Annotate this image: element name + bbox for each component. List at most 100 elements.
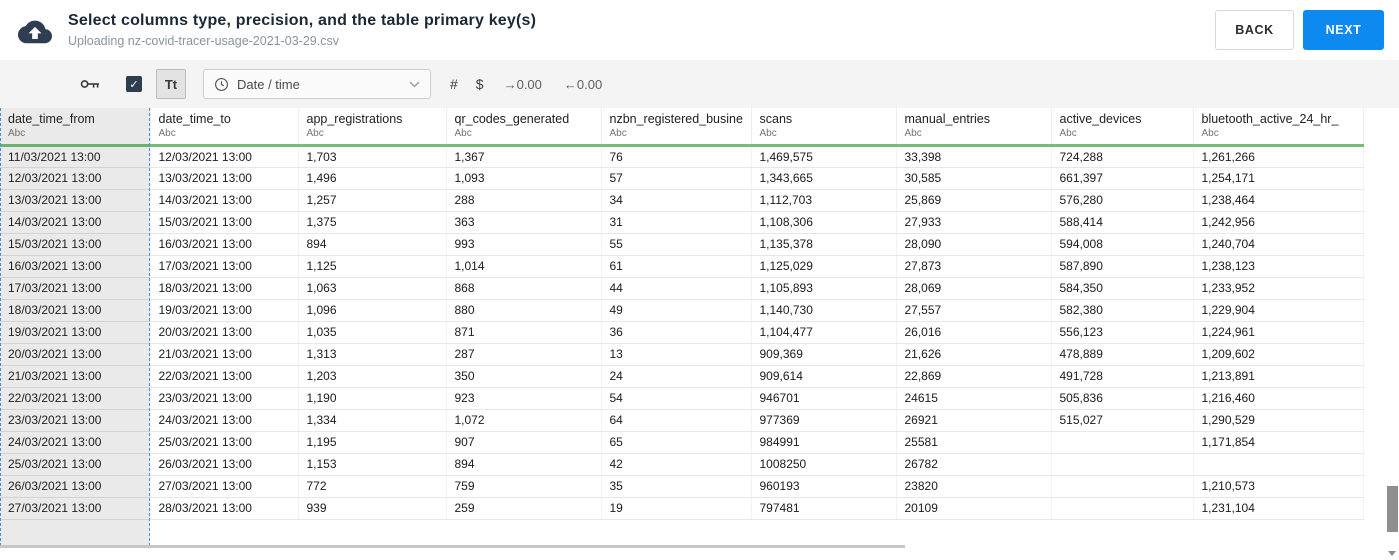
cell[interactable]: 909,614 [751, 365, 897, 388]
cell[interactable]: 584,350 [1051, 277, 1194, 300]
column-header-scans[interactable]: scans Abc [751, 108, 897, 147]
cell[interactable]: 1,224,961 [1193, 321, 1364, 344]
cell[interactable]: 939 [298, 497, 447, 520]
cell[interactable]: 25581 [896, 431, 1052, 454]
cell[interactable]: 576,280 [1051, 189, 1194, 212]
cell[interactable]: 587,890 [1051, 255, 1194, 278]
column-header-qr_codes_generated[interactable]: qr_codes_generated Abc [446, 108, 602, 147]
cell[interactable]: 11/03/2021 13:00 [0, 145, 151, 168]
cell[interactable]: 23/03/2021 13:00 [150, 387, 299, 410]
cell[interactable]: 1,238,123 [1193, 255, 1364, 278]
cell[interactable]: 24/03/2021 13:00 [0, 431, 151, 454]
cell[interactable]: 23/03/2021 13:00 [0, 409, 151, 432]
cell[interactable]: 13/03/2021 13:00 [150, 167, 299, 190]
cell[interactable]: 977369 [751, 409, 897, 432]
cell[interactable]: 661,397 [1051, 167, 1194, 190]
cell[interactable]: 21/03/2021 13:00 [150, 343, 299, 366]
cell[interactable]: 1,125,029 [751, 255, 897, 278]
cell[interactable]: 909,369 [751, 343, 897, 366]
cell[interactable]: 19 [601, 497, 752, 520]
cell[interactable]: 1,195 [298, 431, 447, 454]
cell[interactable]: 25/03/2021 13:00 [150, 431, 299, 454]
cell[interactable]: 1,035 [298, 321, 447, 344]
next-button[interactable]: NEXT [1303, 10, 1384, 50]
cell[interactable]: 491,728 [1051, 365, 1194, 388]
cell[interactable] [1051, 431, 1194, 454]
cell[interactable]: 28/03/2021 13:00 [150, 497, 299, 520]
column-header-nzbn_registered_busine[interactable]: nzbn_registered_busine Abc [601, 108, 752, 147]
vertical-scrollbar[interactable] [1387, 486, 1398, 532]
cell[interactable]: 1,290,529 [1193, 409, 1364, 432]
cell[interactable]: 64 [601, 409, 752, 432]
cell[interactable]: 23820 [896, 475, 1052, 498]
cell[interactable]: 1,108,306 [751, 211, 897, 234]
cell[interactable]: 49 [601, 299, 752, 322]
cell[interactable]: 31 [601, 211, 752, 234]
column-header-date_time_from[interactable]: date_time_from Abc [0, 108, 151, 147]
column-header-manual_entries[interactable]: manual_entries Abc [896, 108, 1052, 147]
cell[interactable]: 1,375 [298, 211, 447, 234]
cell[interactable]: 1,257 [298, 189, 447, 212]
cell[interactable]: 14/03/2021 13:00 [150, 189, 299, 212]
cell[interactable]: 1,153 [298, 453, 447, 476]
cell[interactable]: 1,125 [298, 255, 447, 278]
cell[interactable]: 923 [446, 387, 602, 410]
cell[interactable]: 871 [446, 321, 602, 344]
cell[interactable]: 27,557 [896, 299, 1052, 322]
cell[interactable]: 259 [446, 497, 602, 520]
cell[interactable] [1051, 497, 1194, 520]
cell[interactable]: 21,626 [896, 343, 1052, 366]
cell[interactable]: 1,213,891 [1193, 365, 1364, 388]
cell[interactable]: 1,469,575 [751, 145, 897, 168]
cell[interactable]: 1,229,904 [1193, 299, 1364, 322]
cell[interactable]: 1,343,665 [751, 167, 897, 190]
cell[interactable]: 65 [601, 431, 752, 454]
column-header-app_registrations[interactable]: app_registrations Abc [298, 108, 447, 147]
scroll-down-arrow-icon[interactable] [1388, 551, 1396, 556]
cell[interactable]: 1,231,104 [1193, 497, 1364, 520]
column-header-active_devices[interactable]: active_devices Abc [1051, 108, 1194, 147]
cell[interactable]: 1,703 [298, 145, 447, 168]
cell[interactable]: 26,016 [896, 321, 1052, 344]
cell[interactable]: 1,238,464 [1193, 189, 1364, 212]
cell[interactable]: 17/03/2021 13:00 [150, 255, 299, 278]
cell[interactable]: 478,889 [1051, 343, 1194, 366]
cell[interactable]: 984991 [751, 431, 897, 454]
cell[interactable]: 894 [446, 453, 602, 476]
cell[interactable]: 55 [601, 233, 752, 256]
cell[interactable]: 1,190 [298, 387, 447, 410]
cell[interactable]: 1008250 [751, 453, 897, 476]
cell[interactable]: 1,072 [446, 409, 602, 432]
currency-type-button[interactable]: $ [475, 76, 484, 92]
primary-key-icon[interactable] [80, 78, 100, 91]
cell[interactable]: 894 [298, 233, 447, 256]
cell[interactable]: 42 [601, 453, 752, 476]
cell[interactable]: 24615 [896, 387, 1052, 410]
cell[interactable]: 27,933 [896, 211, 1052, 234]
cell[interactable]: 26/03/2021 13:00 [0, 475, 151, 498]
cell[interactable]: 946701 [751, 387, 897, 410]
cell[interactable]: 1,140,730 [751, 299, 897, 322]
column-header-bluetooth_active_24_hr_[interactable]: bluetooth_active_24_hr_ Abc [1193, 108, 1364, 147]
cell[interactable]: 505,836 [1051, 387, 1194, 410]
cell[interactable]: 28,090 [896, 233, 1052, 256]
cell[interactable]: 772 [298, 475, 447, 498]
cell[interactable]: 15/03/2021 13:00 [150, 211, 299, 234]
cell[interactable]: 18/03/2021 13:00 [150, 277, 299, 300]
cell[interactable]: 61 [601, 255, 752, 278]
cell[interactable]: 44 [601, 277, 752, 300]
cell[interactable]: 22/03/2021 13:00 [150, 365, 299, 388]
cell[interactable]: 907 [446, 431, 602, 454]
cell[interactable]: 27,873 [896, 255, 1052, 278]
cell[interactable]: 1,171,854 [1193, 431, 1364, 454]
include-column-checkbox[interactable]: ✓ [126, 76, 142, 92]
cell[interactable]: 13 [601, 343, 752, 366]
cell[interactable]: 759 [446, 475, 602, 498]
text-type-button[interactable]: Tt [156, 69, 186, 99]
cell[interactable]: 33,398 [896, 145, 1052, 168]
cell[interactable]: 36 [601, 321, 752, 344]
cell[interactable]: 880 [446, 299, 602, 322]
cell[interactable]: 1,240,704 [1193, 233, 1364, 256]
cell[interactable]: 588,414 [1051, 211, 1194, 234]
cell[interactable]: 12/03/2021 13:00 [0, 167, 151, 190]
